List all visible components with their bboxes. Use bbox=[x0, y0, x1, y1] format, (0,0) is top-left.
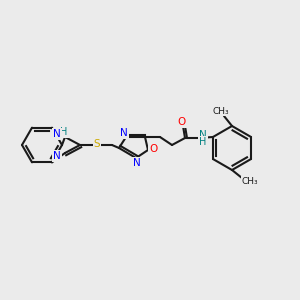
Text: H: H bbox=[199, 137, 207, 147]
Text: S: S bbox=[94, 139, 100, 149]
Text: N: N bbox=[199, 130, 207, 140]
Text: CH₃: CH₃ bbox=[242, 176, 258, 185]
Text: N: N bbox=[53, 129, 61, 139]
Text: N: N bbox=[120, 128, 128, 138]
Text: H: H bbox=[60, 127, 68, 137]
Text: N: N bbox=[53, 151, 61, 161]
Text: O: O bbox=[149, 144, 157, 154]
Text: CH₃: CH₃ bbox=[213, 106, 229, 116]
Text: N: N bbox=[133, 158, 141, 168]
Text: O: O bbox=[178, 117, 186, 127]
